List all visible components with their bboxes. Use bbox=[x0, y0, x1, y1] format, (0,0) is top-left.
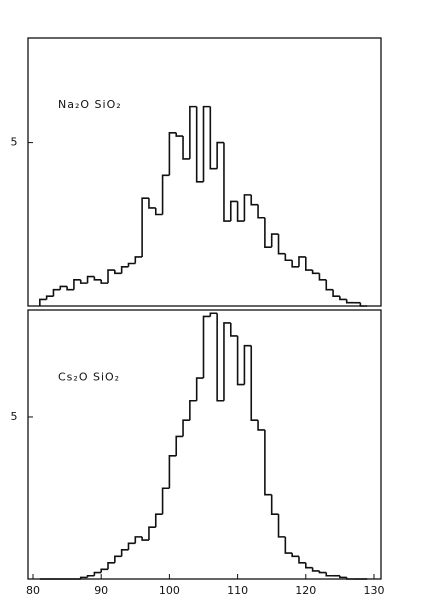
x-tick-label: 120 bbox=[295, 584, 316, 597]
histogram-step bbox=[79, 576, 88, 579]
histogram-step bbox=[291, 553, 299, 558]
histogram-step bbox=[284, 253, 293, 262]
histogram-step bbox=[339, 575, 347, 579]
histogram-step bbox=[339, 296, 347, 301]
histogram-step bbox=[45, 295, 54, 300]
x-tick-label: 90 bbox=[94, 584, 108, 597]
histogram-step bbox=[100, 568, 109, 573]
histogram-step bbox=[277, 234, 286, 255]
histogram-step bbox=[318, 570, 327, 574]
histogram-step bbox=[73, 279, 81, 290]
histogram-step bbox=[168, 131, 177, 176]
histogram-step bbox=[305, 562, 313, 569]
histogram-step bbox=[216, 313, 224, 402]
histogram-step bbox=[291, 260, 299, 268]
annotation: Na₂O SiO₂ bbox=[58, 98, 122, 111]
histogram-step bbox=[93, 571, 102, 576]
histogram-step bbox=[216, 141, 224, 169]
histogram-step bbox=[270, 494, 279, 515]
histogram-step bbox=[148, 526, 156, 541]
histogram-step bbox=[298, 556, 306, 564]
histogram-step bbox=[257, 420, 265, 431]
histogram-step bbox=[161, 174, 170, 215]
histogram-step bbox=[264, 217, 272, 248]
histogram-step bbox=[325, 572, 334, 577]
histogram-step bbox=[107, 269, 115, 284]
histogram-step bbox=[345, 577, 354, 580]
plot-frame bbox=[27, 37, 382, 307]
x-tick-label: 130 bbox=[364, 584, 385, 597]
histogram-step bbox=[120, 265, 129, 274]
histogram-step bbox=[86, 275, 95, 284]
histogram-step bbox=[311, 270, 320, 275]
histogram-step bbox=[311, 567, 320, 572]
plot-frame bbox=[27, 309, 382, 580]
histogram-step bbox=[202, 315, 211, 379]
histogram-step bbox=[175, 435, 184, 456]
histogram-step bbox=[223, 142, 231, 222]
histogram-step bbox=[52, 288, 61, 297]
histogram-step bbox=[236, 335, 245, 386]
histogram-step bbox=[141, 197, 149, 257]
histogram-step bbox=[79, 279, 88, 284]
histogram-step bbox=[168, 455, 177, 489]
histogram-step bbox=[345, 299, 354, 304]
y-tick-label: 5 bbox=[11, 410, 18, 423]
histogram-step bbox=[209, 106, 218, 170]
histogram-step bbox=[189, 399, 197, 421]
x-tick-label: 110 bbox=[227, 584, 248, 597]
y-tick-label: 5 bbox=[11, 136, 18, 149]
histogram-step bbox=[284, 536, 293, 554]
histogram-step bbox=[229, 200, 238, 222]
histogram-step bbox=[195, 106, 204, 183]
histogram-step bbox=[277, 514, 286, 538]
histogram-step bbox=[114, 270, 122, 275]
histogram-step bbox=[318, 273, 327, 281]
histogram-step bbox=[148, 198, 156, 209]
histogram-step bbox=[161, 487, 170, 515]
histogram-step bbox=[305, 256, 313, 271]
histogram-step bbox=[189, 105, 197, 159]
histogram-step bbox=[270, 233, 279, 248]
histogram-step bbox=[134, 536, 143, 544]
histogram-step bbox=[359, 302, 368, 307]
histogram-step bbox=[332, 289, 340, 297]
x-tick-label: 80 bbox=[26, 584, 40, 597]
histogram-step bbox=[114, 555, 122, 563]
histogram-step bbox=[243, 344, 252, 385]
histogram-step bbox=[86, 574, 95, 578]
histogram-step bbox=[229, 322, 238, 337]
histogram-step bbox=[134, 256, 143, 264]
histogram-step bbox=[236, 201, 245, 222]
annotation: Cs₂O SiO₂ bbox=[58, 370, 120, 383]
histogram-step bbox=[154, 207, 163, 216]
histogram-step bbox=[243, 194, 252, 222]
histogram-step bbox=[127, 262, 136, 267]
histogram-step bbox=[257, 204, 265, 219]
histogram-step bbox=[107, 561, 115, 570]
histogram-step bbox=[127, 542, 136, 550]
histogram-step bbox=[298, 256, 306, 267]
histogram-step bbox=[250, 345, 259, 421]
histogram-step bbox=[175, 132, 184, 137]
histogram-step bbox=[120, 549, 129, 557]
histogram-step bbox=[154, 513, 163, 528]
histogram-step bbox=[93, 276, 102, 281]
histogram-step bbox=[223, 322, 231, 401]
histogram-step bbox=[59, 285, 68, 290]
histogram-step bbox=[264, 429, 272, 496]
histogram-step bbox=[39, 298, 47, 306]
histogram-step bbox=[100, 279, 109, 284]
histogram-step bbox=[325, 279, 334, 291]
histogram-step bbox=[66, 286, 74, 291]
histogram-step bbox=[141, 536, 149, 541]
histogram-step bbox=[250, 194, 259, 206]
histogram-step bbox=[182, 419, 190, 437]
histogram-step bbox=[182, 136, 190, 160]
histogram-step bbox=[202, 105, 211, 182]
histogram-step bbox=[209, 312, 218, 317]
histogram-step bbox=[195, 377, 204, 401]
x-tick-label: 100 bbox=[159, 584, 180, 597]
